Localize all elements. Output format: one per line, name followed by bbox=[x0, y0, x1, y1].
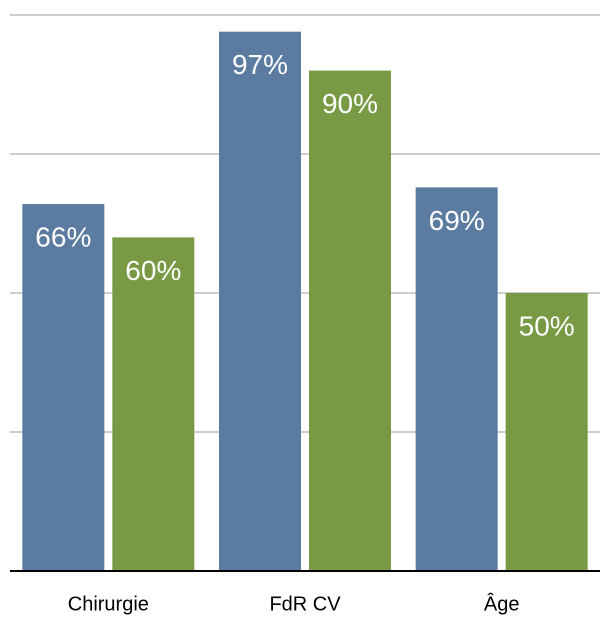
data-label: 90% bbox=[322, 88, 378, 119]
data-label: 69% bbox=[429, 205, 485, 236]
bar bbox=[309, 70, 391, 571]
bar bbox=[219, 31, 301, 572]
data-label: 97% bbox=[232, 49, 288, 80]
data-label: 66% bbox=[35, 221, 91, 252]
bar bbox=[415, 187, 498, 572]
x-tick-label: Chirurgie bbox=[68, 593, 149, 615]
data-label: 60% bbox=[125, 255, 181, 286]
bar bbox=[505, 293, 588, 571]
data-label: 50% bbox=[519, 310, 575, 341]
x-tick-label: Âge bbox=[484, 592, 520, 615]
x-tick-label: FdR CV bbox=[269, 593, 341, 615]
bar bbox=[22, 204, 105, 572]
bar bbox=[112, 237, 195, 571]
